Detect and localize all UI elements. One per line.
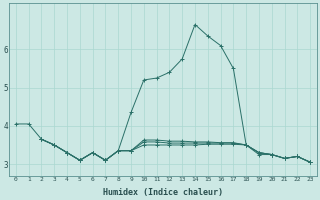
X-axis label: Humidex (Indice chaleur): Humidex (Indice chaleur) <box>103 188 223 197</box>
